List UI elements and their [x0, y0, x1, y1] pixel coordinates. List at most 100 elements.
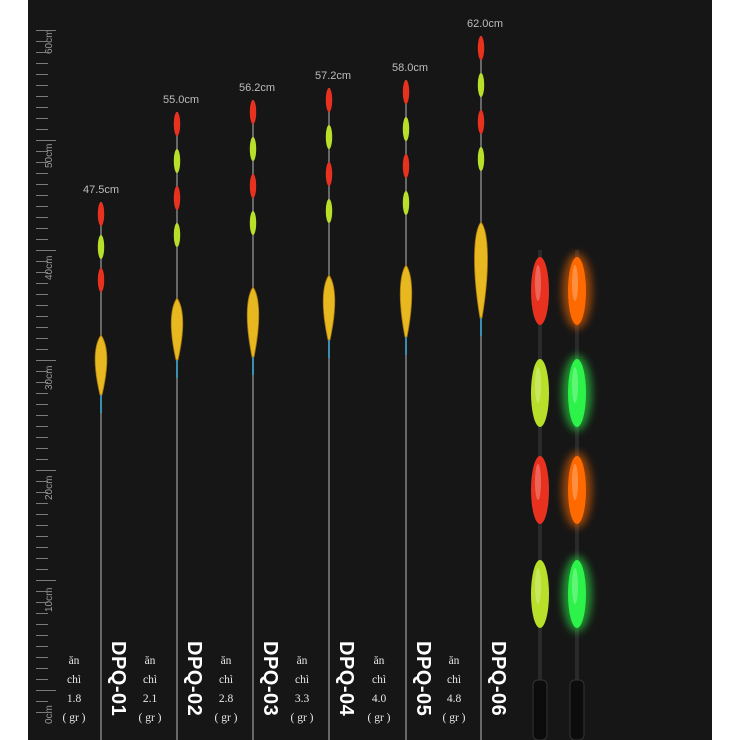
spec-weight: 4.8	[446, 693, 462, 705]
float-length-label: 55.0cm	[162, 94, 200, 106]
float-tip-icon	[173, 112, 181, 136]
ruler-tick	[36, 668, 48, 669]
float-length-label: 56.2cm	[238, 82, 276, 94]
glow-tip-icon	[531, 257, 549, 325]
float-tip-icon	[97, 235, 105, 259]
spec-unit: ( gr )	[214, 712, 238, 724]
ruler-tick	[36, 679, 48, 680]
float-lead-spec: ăn chì 2.8 ( gr )	[205, 652, 247, 728]
ruler-tick	[36, 437, 48, 438]
glow-tip-icon	[531, 560, 549, 628]
ruler-tick	[36, 712, 48, 713]
ruler-tick	[36, 382, 48, 383]
float-length-label: 47.5cm	[82, 184, 120, 196]
spec-lead-2: chì	[66, 674, 82, 686]
ruler-tick	[36, 305, 48, 306]
ruler-tick	[36, 371, 48, 372]
ruler-tick	[36, 41, 48, 42]
ruler-tick	[36, 52, 48, 53]
spec-lead-1: ăn	[220, 655, 232, 667]
float-tip-icon	[402, 154, 410, 178]
spec-lead-2: chì	[218, 674, 234, 686]
tip-highlight	[572, 367, 578, 403]
ruler-tick	[36, 118, 48, 119]
spec-lead-2: chì	[371, 674, 387, 686]
ruler-tick	[36, 239, 48, 240]
float-lead-spec: ăn chì 3.3 ( gr )	[281, 652, 323, 728]
float-tip-icon	[477, 36, 485, 60]
spec-lead-1: ăn	[373, 655, 385, 667]
closeup-base	[569, 679, 585, 740]
float-length-label: 62.0cm	[466, 18, 504, 30]
ruler-tick	[36, 591, 48, 592]
float-tip-icon	[402, 117, 410, 141]
float-tip-icon	[325, 125, 333, 149]
ruler-tick	[36, 646, 48, 647]
spec-unit: ( gr )	[138, 712, 162, 724]
ruler-tick	[36, 536, 48, 537]
ruler-tick	[36, 85, 48, 86]
glow-tip-icon	[531, 359, 549, 427]
float-tip-icon	[97, 268, 105, 292]
glow-tip-icon	[568, 560, 586, 628]
spec-weight: 3.3	[294, 693, 310, 705]
ruler-tick	[36, 107, 48, 108]
ruler-tick	[36, 63, 48, 64]
float-tip-icon	[477, 147, 485, 171]
float-tip-icon	[173, 186, 181, 210]
spec-weight: 2.8	[218, 693, 234, 705]
float-lead-spec: ăn chì 4.8 ( gr )	[433, 652, 475, 728]
float-tip-icon	[173, 223, 181, 247]
glow-tip-icon	[531, 456, 549, 524]
float-tip-icon	[249, 211, 257, 235]
spec-lead-1: ăn	[296, 655, 308, 667]
ruler-tick	[36, 415, 48, 416]
float-lead-spec: ăn chì 4.0 ( gr )	[358, 652, 400, 728]
spec-unit: ( gr )	[367, 712, 391, 724]
float-tip-icon	[325, 162, 333, 186]
tip-highlight	[572, 568, 578, 604]
ruler-tick	[36, 426, 48, 427]
spec-unit: ( gr )	[442, 712, 466, 724]
float-tip-icon	[477, 73, 485, 97]
ruler-tick	[36, 338, 48, 339]
spec-lead-1: ăn	[68, 655, 80, 667]
spec-weight: 4.0	[371, 693, 387, 705]
ruler-tick	[36, 217, 48, 218]
float-lead-spec: ăn chì 2.1 ( gr )	[129, 652, 171, 728]
ruler-tick	[36, 624, 48, 625]
tip-highlight	[572, 265, 578, 301]
ruler-tick	[36, 701, 48, 702]
spec-lead-2: chì	[446, 674, 462, 686]
ruler-tick	[36, 547, 48, 548]
ruler-tick	[36, 261, 48, 262]
product-image: 60cm 50cm 40cm 30cm 20cm 10cm 0cm 47.5cm DPQ-01…	[28, 0, 712, 740]
spec-weight: 2.1	[142, 693, 158, 705]
ruler-tick	[36, 162, 48, 163]
tip-highlight	[535, 265, 541, 301]
ruler-tick	[36, 503, 48, 504]
float-tip-icon	[402, 191, 410, 215]
spec-unit: ( gr )	[62, 712, 86, 724]
ruler-tick	[36, 602, 48, 603]
ruler-tick	[36, 30, 56, 31]
tip-highlight	[572, 464, 578, 500]
ruler: 60cm 50cm 40cm 30cm 20cm 10cm 0cm	[28, 0, 68, 740]
ruler-tick	[36, 272, 48, 273]
ruler-tick	[36, 580, 56, 581]
ruler-tick	[36, 613, 48, 614]
ruler-tick	[36, 140, 56, 141]
ruler-tick	[36, 250, 56, 251]
float-lead-spec: ăn chì 1.8 ( gr )	[53, 652, 95, 728]
float-length-label: 58.0cm	[391, 62, 429, 74]
float-tip-icon	[249, 174, 257, 198]
ruler-tick	[36, 690, 56, 691]
float-drawings	[94, 36, 488, 740]
tip-highlight	[535, 568, 541, 604]
closeup-base	[532, 679, 548, 740]
spec-unit: ( gr )	[290, 712, 314, 724]
spec-lead-2: chì	[142, 674, 158, 686]
ruler-tick	[36, 184, 48, 185]
ruler-tick	[36, 349, 48, 350]
ruler-tick	[36, 96, 48, 97]
